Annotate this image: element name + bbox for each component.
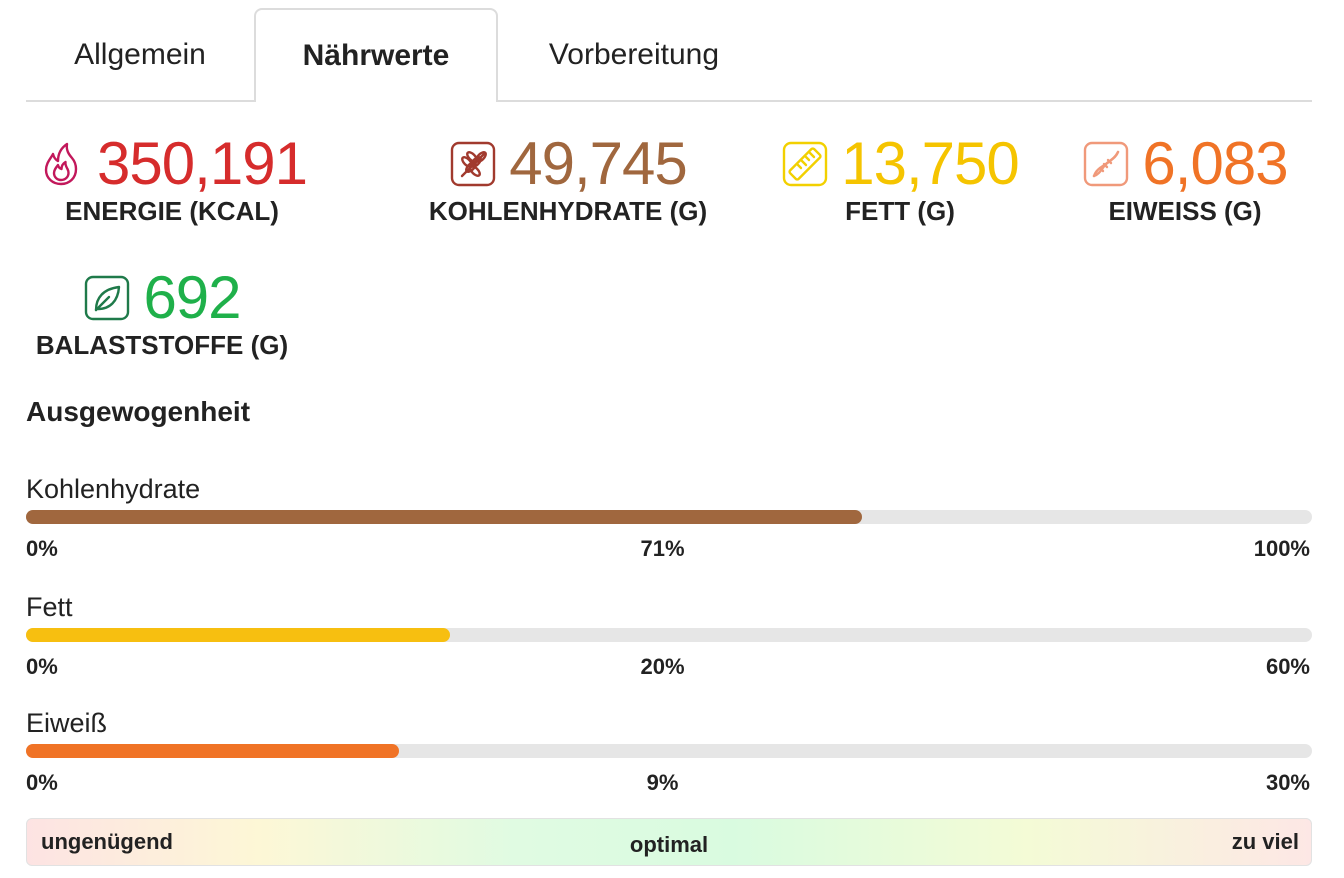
tick-max: 60%: [1265, 654, 1310, 679]
scale-low-label: ungenügend: [41, 829, 173, 854]
tick-min: 0%: [26, 536, 58, 561]
balance-bar-fat: Fett 0% 20% 60%: [26, 590, 1312, 684]
bar-track: [26, 628, 1312, 642]
protein-label: EIWEISS (G): [1108, 196, 1262, 226]
stat-carbs: 49,745 KOHLENHYDRATE (G): [412, 132, 724, 227]
tick-mid: 9%: [646, 770, 679, 795]
bar-title: Fett: [26, 592, 73, 622]
bar-title: Eiweiß: [26, 708, 108, 738]
carbs-value: 49,745: [509, 130, 688, 197]
wheat-icon: [449, 140, 497, 188]
bar-track: [26, 744, 1312, 758]
tab-bar: Allgemein Nährwerte Vorbereitung: [26, 0, 1312, 102]
carbs-label: KOHLENHYDRATE (G): [428, 196, 708, 226]
bar-ticks: 0% 20% 60%: [26, 654, 1312, 684]
tick-max: 30%: [1265, 770, 1310, 795]
flame-icon: [37, 140, 85, 188]
tab-allgemein[interactable]: Allgemein: [74, 37, 206, 71]
tab-divider: [26, 100, 1312, 102]
tab-naehrwerte[interactable]: Nährwerte: [254, 8, 498, 102]
balance-bar-carbs: Kohlenhydrate 0% 71% 100%: [26, 472, 1312, 566]
stat-fiber: 692 BALASTSTOFFE (G): [26, 266, 298, 361]
energy-label: ENERGIE (KCAL): [65, 196, 279, 226]
fiber-value: 692: [143, 264, 241, 331]
energy-value: 350,191: [97, 130, 308, 197]
tick-min: 0%: [26, 654, 58, 679]
balance-bar-protein: Eiweiß 0% 9% 30%: [26, 706, 1312, 800]
ruler-icon: [781, 140, 829, 188]
scale-high-label: zu viel: [1231, 829, 1299, 854]
fat-label: FETT (G): [845, 196, 955, 226]
stat-energy: 350,191 ENERGIE (KCAL): [26, 132, 318, 227]
bar-ticks: 0% 9% 30%: [26, 770, 1312, 800]
tab-vorbereitung[interactable]: Vorbereitung: [548, 37, 720, 71]
tick-mid: 20%: [640, 654, 685, 679]
tick-mid: 71%: [640, 536, 685, 561]
fat-value: 13,750: [841, 130, 1020, 197]
balance-heading: Ausgewogenheit: [26, 396, 251, 427]
bar-fill: [26, 510, 862, 524]
stat-protein: 6,083 EIWEISS (G): [1076, 132, 1294, 227]
fiber-label: BALASTSTOFFE (G): [35, 330, 289, 360]
stat-fat: 13,750 FETT (G): [774, 132, 1026, 227]
leaf-icon: [83, 274, 131, 322]
tick-min: 0%: [26, 770, 58, 795]
bar-fill: [26, 744, 399, 758]
bar-fill: [26, 628, 451, 642]
protein-value: 6,083: [1142, 130, 1288, 197]
balance-scale-legend: ungenügend optimal zu viel: [26, 818, 1312, 866]
tick-max: 100%: [1253, 536, 1310, 561]
dna-icon: [1082, 140, 1130, 188]
bar-ticks: 0% 71% 100%: [26, 536, 1312, 566]
bar-track: [26, 510, 1312, 524]
scale-optimal-label: optimal: [629, 832, 709, 857]
bar-title: Kohlenhydrate: [26, 474, 201, 504]
